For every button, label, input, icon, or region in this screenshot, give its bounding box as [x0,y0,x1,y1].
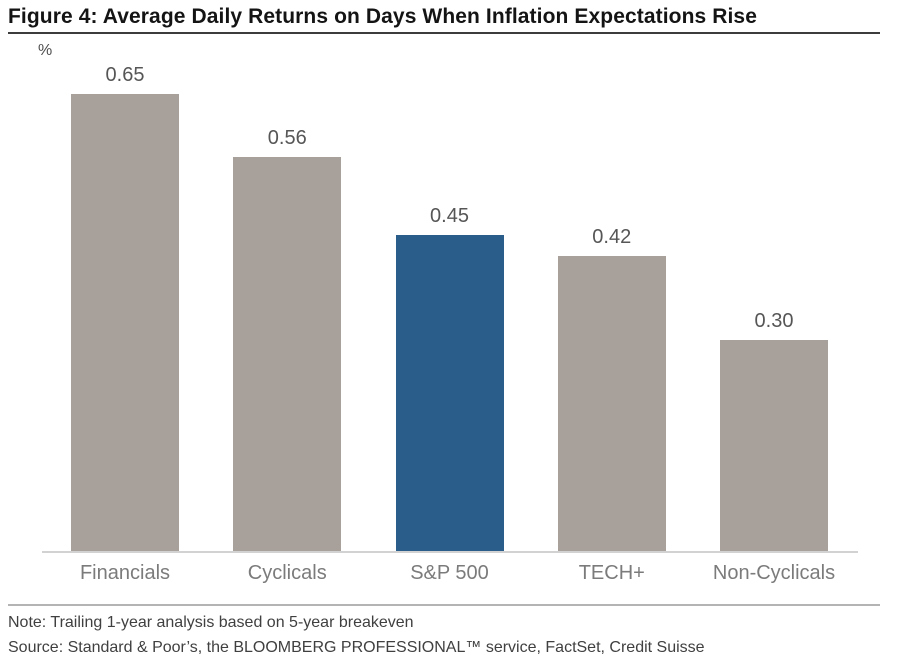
x-axis-label-non-cyclicals: Non-Cyclicals [713,562,835,585]
note-text: Note: Trailing 1-year analysis based on … [8,614,414,631]
bar-non-cyclicals [720,340,828,551]
bar-column-non-cyclicals: 0.30 [720,310,828,551]
figure-title: Figure 4: Average Daily Returns on Days … [8,5,757,28]
bar-value-label: 0.42 [592,226,632,248]
x-axis-label-tech: TECH+ [558,562,666,585]
bar-value-label: 0.56 [267,127,307,149]
bar-value-label: 0.30 [754,310,794,332]
x-axis-label-cyclicals: Cyclicals [233,562,341,585]
bar-s-p-500 [395,235,504,551]
x-axis-label-text: Financials [79,562,171,584]
y-axis-unit-label: % [38,42,53,59]
bar-chart: 0.65 0.56 0.45 0.42 0.30 Financials Cyclicals… [8,62,899,585]
bar-column-financials: 0.65 [71,64,179,551]
x-axis-label-text: Non-Cyclicals [712,562,836,584]
x-axis-label-s-p-500: S&P 500 [396,562,504,585]
bar-financials [71,94,179,551]
bar-value-label: 0.45 [430,205,469,227]
bar-column-s-p-500: 0.45 [395,205,504,551]
x-axis-label-financials: Financials [71,562,179,585]
bar-value-label: 0.65 [105,64,145,86]
x-axis-label-text: Cyclicals [247,562,327,584]
bar-column-cyclicals: 0.56 [233,127,342,551]
bar-tech [557,256,666,551]
x-axis-labels: Financials Cyclicals S&P 500 TECH+ Non-Cycli… [71,562,835,585]
x-axis-line [42,551,858,553]
x-axis-label-text: TECH+ [578,562,645,584]
bar-column-tech: 0.42 [557,226,666,551]
source-text: Source: Standard & Poor’s, the BLOOMBERG… [8,639,705,656]
figure-footer: Note: Trailing 1-year analysis based on … [8,604,880,660]
x-axis-label-text: S&P 500 [410,562,489,584]
figure-header: Figure 4: Average Daily Returns on Days … [8,0,880,34]
bar-cyclicals [233,157,342,551]
plot-area: 0.65 0.56 0.45 0.42 0.30 [71,62,828,551]
